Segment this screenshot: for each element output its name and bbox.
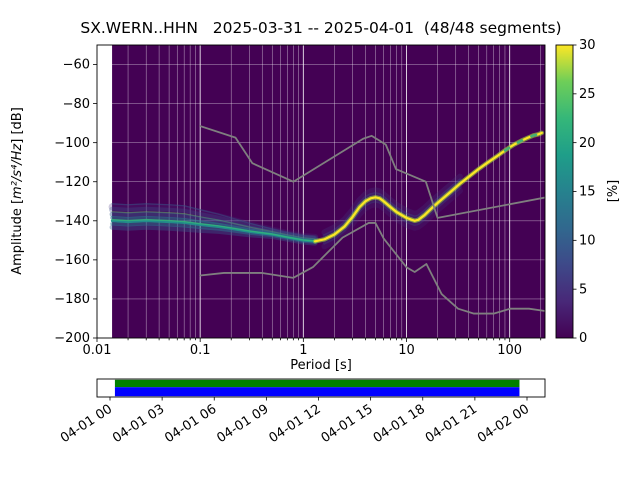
- nhnm-curve: [199, 125, 545, 219]
- colorbar-tick-label: 20: [579, 136, 596, 151]
- y-tick-label: −200: [54, 331, 90, 346]
- timeline-tick-label: 04-01 12: [266, 402, 323, 446]
- plot-border: [96, 44, 546, 339]
- timeline-tick-label: 04-01 03: [110, 402, 167, 446]
- plot-title: SX.WERN..HHN 2025-03-31 -- 2025-04-01 (4…: [80, 19, 561, 37]
- x-tick-label: 0.1: [190, 343, 211, 358]
- nlnm-curve: [199, 222, 545, 315]
- colorbar-tick-label: 0: [579, 331, 587, 346]
- x-tick-label: 0.01: [83, 343, 112, 358]
- grid-lines: [97, 45, 545, 338]
- colorbar-tick-label: 15: [579, 185, 596, 200]
- timeline-tick-label: 04-01 09: [214, 402, 271, 446]
- colorbar-tick-label: 30: [579, 38, 596, 53]
- timeline-tick-label: 04-01 21: [423, 402, 480, 446]
- y-tick-label: −100: [54, 136, 90, 151]
- colorbar-tick-label: 25: [579, 87, 596, 102]
- colorbar-tick-label: 10: [579, 234, 596, 249]
- colorbar-tick-label: 5: [579, 282, 587, 297]
- timeline-tick-label: 04-01 18: [371, 402, 428, 446]
- axes: 0.01 0.1 1 10 100 −200 −180 −160 −140 −120 −100 −80…: [54, 44, 546, 358]
- y-tick-label: −80: [63, 97, 90, 112]
- colorbar-label: [%]: [606, 180, 621, 203]
- psd-plot-area: [97, 45, 545, 338]
- y-tick-label: −140: [54, 214, 90, 229]
- x-tick-label: 100: [497, 343, 522, 358]
- timeline-tick-label: 04-02 00: [475, 402, 532, 446]
- y-tick-label: −120: [54, 175, 90, 190]
- timeline-tick-label: 04-01 00: [58, 402, 115, 446]
- x-tick-label: 10: [398, 343, 415, 358]
- timeline-coverage-bar: [114, 379, 520, 388]
- x-tick-label: 1: [299, 343, 307, 358]
- y-tick-label: −180: [54, 292, 90, 307]
- timeline-tick-label: 04-01 15: [319, 402, 376, 446]
- timeline-data-bar: [114, 387, 520, 397]
- y-tick-label: −60: [63, 58, 90, 73]
- colorbar-gradient: [556, 45, 573, 338]
- psd-mode-line: [313, 131, 543, 243]
- timeline-tick-label: 04-01 06: [162, 402, 219, 446]
- x-axis-label: Period [s]: [290, 358, 352, 373]
- y-tick-label: −160: [54, 253, 90, 268]
- y-axis-label: Amplitude [m²/s⁴/Hz] [dB]: [10, 107, 25, 275]
- colorbar: 0 5 10 15 20 25 30: [555, 38, 596, 346]
